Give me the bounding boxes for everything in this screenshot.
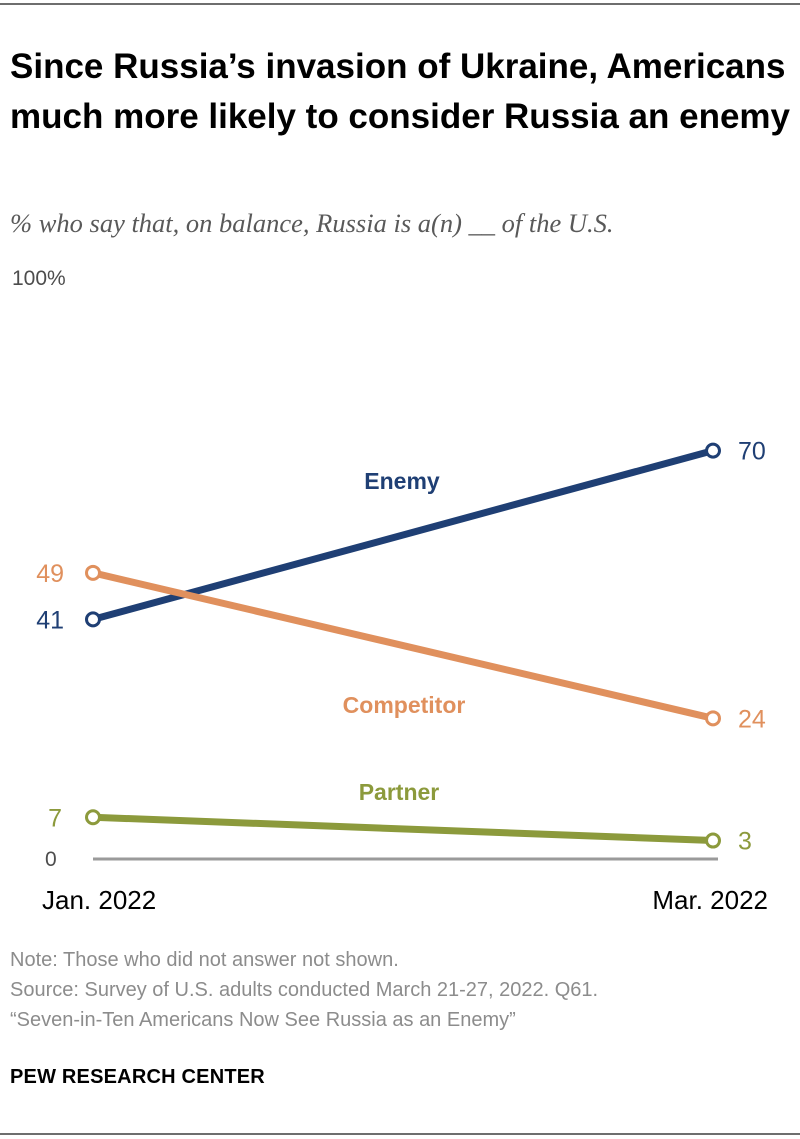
chart-notes: Note: Those who did not answer not shown… — [10, 945, 795, 1035]
line-chart: 100% 0 Jan. 2022 Mar. 2022 41 70 Enemy 49 24 Com… — [12, 267, 768, 915]
enemy-series-label: Enemy — [364, 468, 440, 494]
enemy-point-0 — [85, 611, 101, 628]
y-tick-label-zero: 0 — [45, 848, 57, 871]
partner-value-label-1: 3 — [738, 828, 752, 856]
enemy-point-1 — [705, 442, 721, 459]
competitor-point-1 — [705, 710, 721, 727]
note-line: Note: Those who did not answer not shown… — [10, 949, 399, 971]
competitor-point-0 — [85, 564, 101, 581]
partner-series-label: Partner — [359, 779, 440, 805]
competitor-value-label-0: 49 — [36, 560, 64, 588]
competitor-series-line — [89, 569, 717, 722]
partner-value-label-0: 7 — [48, 804, 62, 832]
top-rule — [0, 3, 800, 5]
y-tick-label-top: 100% — [12, 267, 66, 290]
report-title-line: “Seven-in-Ten Americans Now See Russia a… — [10, 1009, 516, 1031]
partner-point-0 — [85, 809, 101, 826]
chart-subtitle: % who say that, on balance, Russia is a(… — [10, 208, 614, 238]
x-tick-label-0: Jan. 2022 — [42, 885, 156, 915]
x-tick-label-1: Mar. 2022 — [652, 885, 768, 915]
enemy-series-line — [89, 447, 717, 623]
pew-brand-label: PEW RESEARCH CENTER — [10, 1066, 265, 1088]
source-line: Source: Survey of U.S. adults conducted … — [10, 979, 599, 1001]
partner-series-line — [89, 813, 717, 845]
competitor-series-label: Competitor — [343, 692, 466, 718]
enemy-value-label-1: 70 — [738, 438, 766, 466]
enemy-value-label-0: 41 — [36, 606, 64, 634]
competitor-value-label-1: 24 — [738, 705, 766, 733]
partner-point-1 — [705, 832, 721, 849]
chart-title: Since Russia’s invasion of Ukraine, Amer… — [10, 47, 790, 136]
bottom-rule — [0, 1133, 800, 1135]
